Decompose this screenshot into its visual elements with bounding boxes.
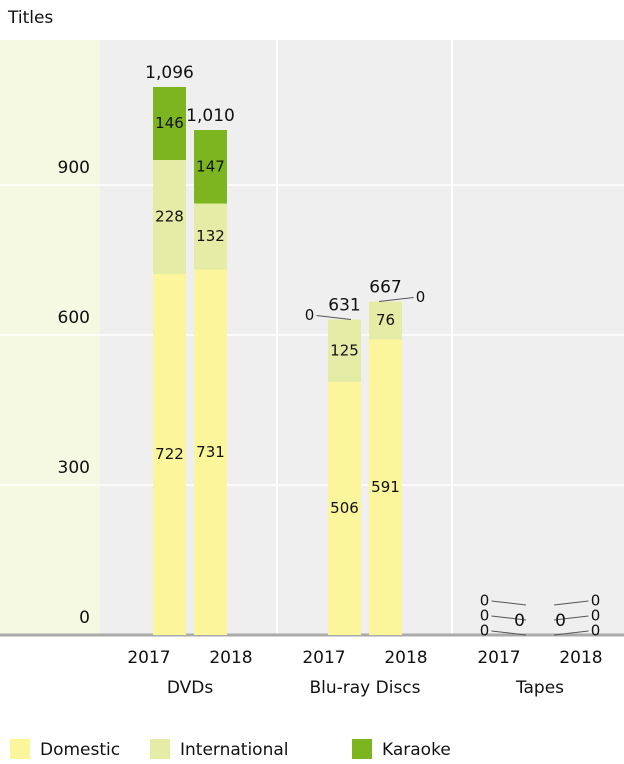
total-label: 0 — [514, 611, 525, 631]
total-label: 0 — [555, 611, 566, 631]
leader-line — [553, 615, 589, 621]
y-tick-label: 900 — [58, 158, 90, 178]
legend-label: International — [180, 740, 289, 760]
y-tick-label: 600 — [58, 308, 90, 328]
legend-label: Domestic — [40, 740, 120, 760]
bar-segment — [153, 274, 186, 635]
x-tick-label: 2017 — [302, 648, 345, 668]
x-tick-label: 2018 — [559, 648, 602, 668]
segment-label: 0 — [480, 607, 490, 625]
segment-label: 506 — [330, 499, 359, 517]
bar-segment — [153, 87, 186, 160]
plot-background — [100, 40, 624, 635]
y-tick-label: 0 — [79, 608, 90, 628]
legend-swatch — [10, 739, 30, 759]
bar-segment — [369, 339, 402, 635]
segment-label: 147 — [196, 157, 225, 175]
segment-label: 0 — [591, 607, 601, 625]
total-label: 1,096 — [145, 63, 194, 83]
segment-label: 132 — [196, 227, 225, 245]
segment-label: 0 — [480, 622, 490, 640]
segment-label: 0 — [416, 288, 426, 306]
leader-line — [491, 600, 527, 606]
total-label: 631 — [328, 296, 360, 316]
group-label: Blu-ray Discs — [309, 678, 420, 698]
bar-segment — [194, 269, 227, 635]
segment-label: 146 — [155, 114, 184, 132]
bar-segment — [194, 130, 227, 204]
leader-line — [316, 315, 352, 320]
x-tick-label: 2018 — [384, 648, 427, 668]
segment-label: 731 — [196, 443, 225, 461]
leader-line — [553, 600, 589, 606]
group-label: Tapes — [515, 678, 564, 698]
y-tick-label: 300 — [58, 458, 90, 478]
total-label: 667 — [369, 278, 401, 298]
total-label: 1,010 — [186, 106, 235, 126]
legend-swatch — [150, 739, 170, 759]
segment-label: 591 — [371, 478, 400, 496]
y-axis-label: Titles — [7, 8, 53, 28]
bar-segment — [153, 160, 186, 274]
segment-label: 0 — [480, 592, 490, 610]
bar-segment — [369, 301, 402, 340]
group-label: DVDs — [167, 678, 214, 698]
segment-label: 125 — [330, 341, 359, 359]
segment-label: 0 — [591, 592, 601, 610]
leader-line — [491, 630, 527, 636]
leader-line — [553, 630, 589, 636]
leader-line — [378, 297, 414, 302]
segment-label: 722 — [155, 445, 184, 463]
x-tick-label: 2018 — [209, 648, 252, 668]
bar-segment — [328, 319, 361, 382]
bar-segment — [194, 203, 227, 270]
axis-band — [0, 40, 100, 635]
x-tick-label: 2017 — [477, 648, 520, 668]
leader-line — [491, 615, 527, 621]
bar-segment — [328, 382, 361, 635]
legend-swatch — [352, 739, 372, 759]
legend-label: Karaoke — [382, 740, 451, 760]
segment-label: 228 — [155, 208, 184, 226]
segment-label: 76 — [376, 311, 395, 329]
x-tick-label: 2017 — [127, 648, 170, 668]
segment-label: 0 — [591, 622, 601, 640]
segment-label: 0 — [305, 306, 315, 324]
